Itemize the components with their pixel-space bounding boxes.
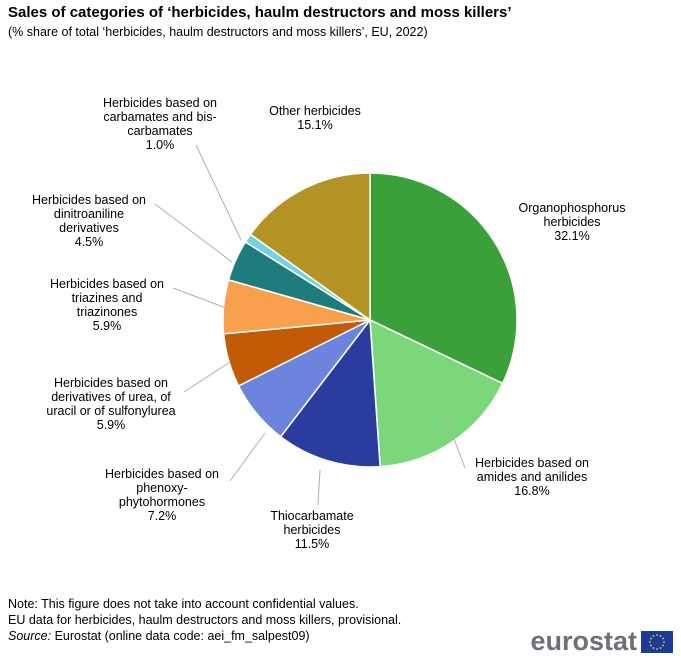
source-label: Source: xyxy=(8,629,52,643)
slice-name-label: Herbicides based on xyxy=(32,193,146,207)
pie-slice xyxy=(369,318,504,468)
eurostat-logo: eurostat xyxy=(530,628,673,655)
chart-subtitle: (% share of total ‘herbicides, haulm des… xyxy=(8,25,428,39)
slice-name-label: Other herbicides xyxy=(269,104,361,118)
logo-text: eurostat xyxy=(530,626,637,656)
slice-label: Herbicides based on phenoxy-phytohormones… xyxy=(105,467,219,523)
slice-name-label: amides and anilides xyxy=(477,470,588,484)
label-connector xyxy=(229,432,266,482)
note-line-1: Note: This figure does not take into acc… xyxy=(8,597,359,611)
slice-name-label: uracil or of sulfonylurea xyxy=(46,404,175,418)
label-connector xyxy=(172,287,227,309)
slice-name-label: dinitroaniline xyxy=(54,207,124,221)
slice-value-label: 5.9% xyxy=(97,418,126,432)
label-connector xyxy=(154,203,233,263)
slice-name-label: Herbicides based on xyxy=(50,277,164,291)
slice-label: Thiocarbamate herbicides 11.5% xyxy=(270,509,353,551)
slice-name-label: Herbicides based on xyxy=(105,467,219,481)
slice-value-label: 11.5% xyxy=(295,537,330,551)
slice-value-label: 16.8% xyxy=(514,484,549,498)
slice-label: Herbicides based on carbamates and bis-ca… xyxy=(103,96,217,152)
slice-name-label: Thiocarbamate xyxy=(270,509,353,523)
slice-name-label: derivatives xyxy=(59,221,119,235)
slice-label: Herbicides based on triazines and triazino… xyxy=(50,277,164,333)
note-line-2: EU data for herbicides, haulm destructor… xyxy=(8,613,402,627)
slice-name-label: triazinones xyxy=(77,305,137,319)
slice-label: Herbicides based on amides and anilides 16… xyxy=(475,456,589,498)
pie-slice xyxy=(369,172,518,385)
slice-value-label: 32.1% xyxy=(554,229,589,243)
slice-name-label: triazines and xyxy=(72,291,143,305)
slice-label: Organophosphorus herbicides 32.1% xyxy=(518,201,625,243)
source-line: Source: Eurostat (online data code: aei_… xyxy=(8,628,401,644)
chart-title: Sales of categories of ‘herbicides, haul… xyxy=(8,4,512,21)
slice-label: Herbicides based on derivatives of urea, … xyxy=(46,376,175,432)
label-connector xyxy=(317,469,321,506)
label-connector xyxy=(444,414,466,469)
source-text: Eurostat (online data code: aei_fm_salpe… xyxy=(51,629,310,643)
slice-value-label: 7.2% xyxy=(148,509,177,523)
slice-name-label: carbamates and bis- xyxy=(103,110,216,124)
slice-name-label: herbicides xyxy=(544,215,601,229)
pie-chart: Organophosphorus herbicides 32.1%Herbicide… xyxy=(32,96,626,551)
label-connector xyxy=(183,361,231,393)
slice-name-label: phenoxy- xyxy=(136,481,187,495)
slice-name-label: Herbicides based on xyxy=(475,456,589,470)
slice-value-label: 15.1% xyxy=(297,118,332,132)
slice-value-label: 1.0% xyxy=(146,138,175,152)
pie-slice xyxy=(279,317,381,468)
label-connector xyxy=(195,144,242,241)
slice-name-label: Herbicides based on xyxy=(103,96,217,110)
pie-slice xyxy=(249,172,371,322)
slice-name-label: phytohormones xyxy=(119,495,205,509)
slice-name-label: Organophosphorus xyxy=(518,201,625,215)
chart-notes: Note: This figure does not take into acc… xyxy=(8,596,401,644)
slice-value-label: 4.5% xyxy=(75,235,104,249)
slice-label: Other herbicides 15.1% xyxy=(269,104,361,132)
slice-name-label: Herbicides based on xyxy=(54,376,168,390)
slice-value-label: 5.9% xyxy=(93,319,122,333)
slice-name-label: herbicides xyxy=(284,523,341,537)
slice-name-label: carbamates xyxy=(127,124,192,138)
slice-name-label: derivatives of urea, of xyxy=(51,390,171,404)
slice-label: Herbicides based on dinitroaniline derivat… xyxy=(32,193,146,249)
eu-flag-icon xyxy=(641,630,673,653)
